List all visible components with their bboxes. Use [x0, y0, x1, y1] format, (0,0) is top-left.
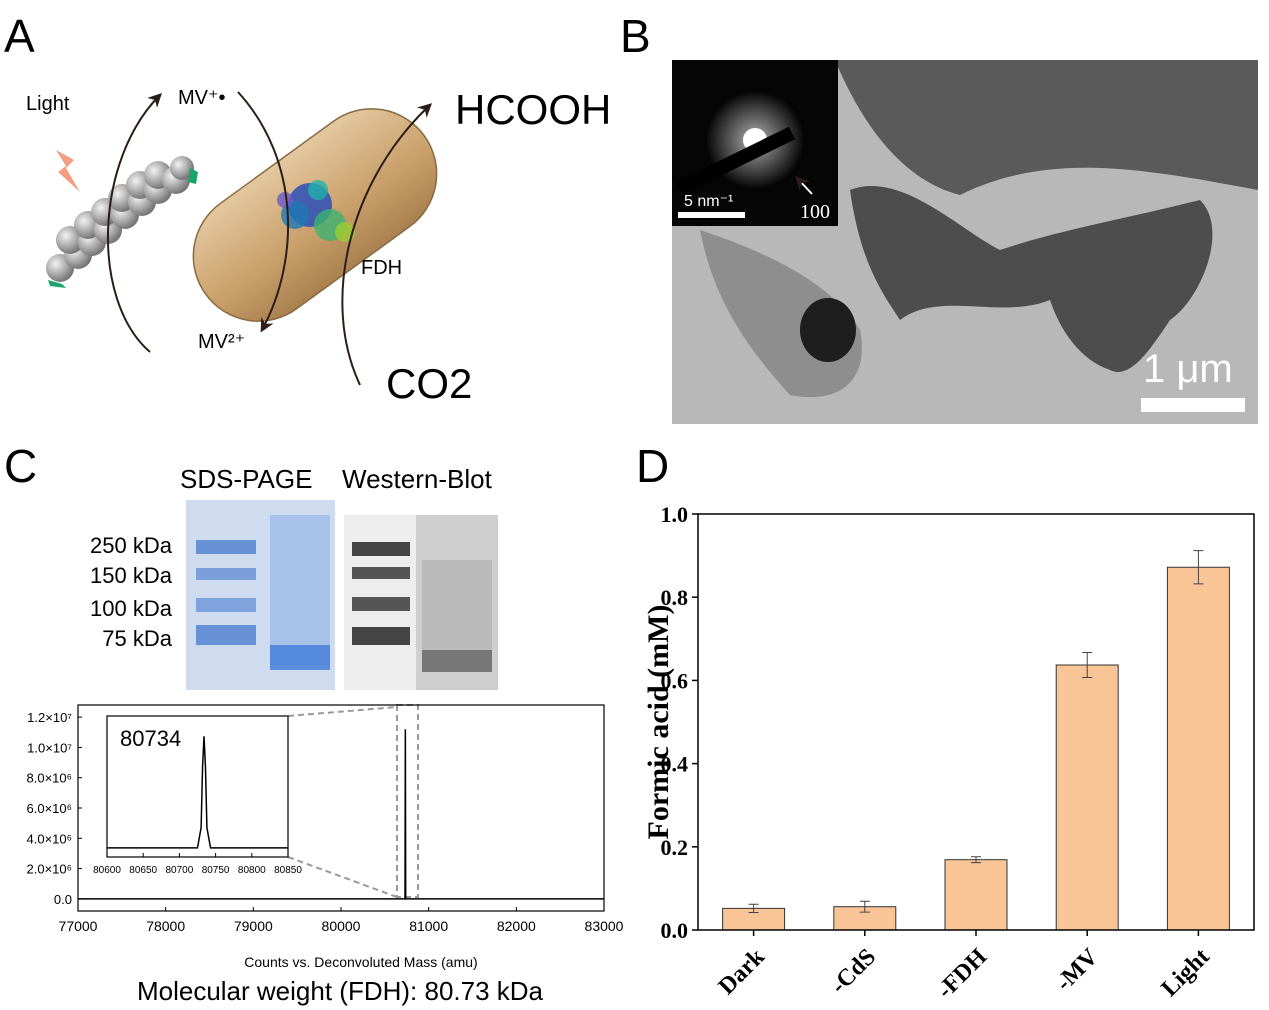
- x-axis-title: Counts vs. Deconvoluted Mass (amu): [244, 954, 477, 970]
- x-tick-label: 79000: [234, 918, 273, 934]
- x-tick-label: 83000: [585, 918, 624, 934]
- x-tick-label: 80600: [93, 865, 121, 876]
- scheme-label: FDH: [361, 257, 402, 279]
- x-tick-label: 80800: [238, 865, 266, 876]
- arrow: [107, 93, 162, 353]
- plot-frame: [697, 513, 1255, 931]
- scheme-label: MV⁺•: [178, 87, 226, 109]
- gel-title: Western-Blot: [342, 464, 493, 494]
- marker-label: 250 kDa: [90, 533, 173, 558]
- scheme-label: HCOOH: [455, 86, 611, 133]
- error-bar: [1193, 550, 1204, 585]
- scheme: Light MV⁺• MV²⁺ HCOOH CO2 FDH: [26, 86, 611, 407]
- y-tick-label: 0.0: [54, 892, 72, 907]
- y-tick-label: 0.0: [661, 918, 689, 943]
- y-tick-label: 0.8: [661, 585, 689, 610]
- x-tick-label: 77000: [59, 918, 98, 934]
- bar: [944, 859, 1008, 931]
- y-tick-label: 1.0×10⁷: [27, 740, 72, 755]
- marker-label: 75 kDa: [102, 626, 172, 651]
- x-tick-label: 80850: [274, 865, 302, 876]
- x-tick-label: 80000: [322, 918, 361, 934]
- error-bar: [1082, 652, 1093, 678]
- panel-label: A: [4, 10, 35, 62]
- error-bar: [748, 903, 759, 914]
- data-line: [107, 736, 288, 849]
- y-tick-label: 4.0×10⁶: [27, 831, 72, 846]
- gel-title: SDS-PAGE: [180, 464, 312, 494]
- arrow: [341, 103, 433, 386]
- y-tick-label: 6.0×10⁶: [27, 801, 72, 816]
- y-axis-title: Formic acid (mM): [642, 605, 675, 840]
- zoom-box: [396, 704, 419, 898]
- scale-label: 5 nm⁻¹: [684, 193, 733, 210]
- x-tick-label: 82000: [497, 918, 536, 934]
- gels: SDS-PAGE Western-Blot 250 kDa 150 kDa 10…: [90, 464, 498, 690]
- x-tick-label: 80750: [202, 865, 230, 876]
- bar: [1055, 664, 1119, 931]
- panel-label: C: [4, 440, 37, 492]
- y-tick-label: 2.0×10⁶: [27, 862, 72, 877]
- marker-label: 100 kDa: [90, 596, 173, 621]
- marker-label: 150 kDa: [90, 563, 173, 588]
- x-tick-label: Light: [1157, 944, 1215, 1002]
- error-bar: [859, 900, 870, 913]
- caption: Molecular weight (FDH): 80.73 kDa: [137, 976, 544, 1006]
- y-tick-label: 8.0×10⁶: [27, 771, 72, 786]
- cds-chain: [46, 156, 198, 288]
- y-tick-label: 0.6: [661, 668, 689, 693]
- y-tick-label: 0.4: [661, 752, 689, 777]
- x-tick-label: 81000: [409, 918, 448, 934]
- panel-label: B: [620, 10, 651, 62]
- error-bar: [971, 856, 981, 864]
- tem-image: 5 nm⁻¹ 100 1 μm: [672, 60, 1258, 424]
- scale-label: 1 μm: [1143, 347, 1233, 391]
- arrow: [237, 91, 289, 333]
- y-tick-label: 0.2: [661, 835, 689, 860]
- x-tick-label: -FDH: [932, 944, 992, 1004]
- x-tick-label: 80650: [129, 865, 157, 876]
- scheme-label: CO2: [386, 360, 472, 407]
- x-tick-label: -MV: [1051, 943, 1104, 996]
- y-tick-label: 1.2×10⁷: [27, 710, 72, 725]
- annotation: 80734: [120, 726, 181, 751]
- y-tick-label: 1.0: [661, 502, 689, 527]
- panel-label: D: [636, 440, 669, 492]
- bar: [1166, 566, 1230, 931]
- zoom-line: [287, 856, 398, 898]
- x-tick-label: 78000: [146, 918, 185, 934]
- data-line: [78, 729, 604, 900]
- scheme-label: MV²⁺: [198, 331, 245, 353]
- scheme-label: Light: [26, 93, 70, 115]
- x-tick-label: Dark: [714, 943, 771, 1000]
- x-tick-label: 80700: [165, 865, 193, 876]
- x-tick-label: -CdS: [826, 944, 881, 999]
- light-bolt: [56, 150, 80, 192]
- plot-frame: [106, 715, 289, 858]
- index-label: 100: [800, 201, 830, 223]
- zoom-line: [287, 706, 398, 717]
